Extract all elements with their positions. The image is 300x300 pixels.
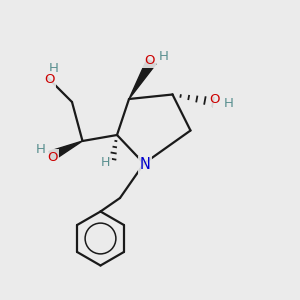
Text: H: H [49,62,59,76]
Text: H: H [159,50,169,64]
Text: O: O [47,151,58,164]
Polygon shape [129,59,156,99]
Text: H: H [36,143,45,156]
Polygon shape [49,141,82,161]
Text: O: O [144,53,154,67]
Text: O: O [209,92,220,106]
Text: H: H [101,156,111,169]
Text: O: O [44,73,55,86]
Text: H: H [224,97,233,110]
Text: N: N [139,157,150,172]
